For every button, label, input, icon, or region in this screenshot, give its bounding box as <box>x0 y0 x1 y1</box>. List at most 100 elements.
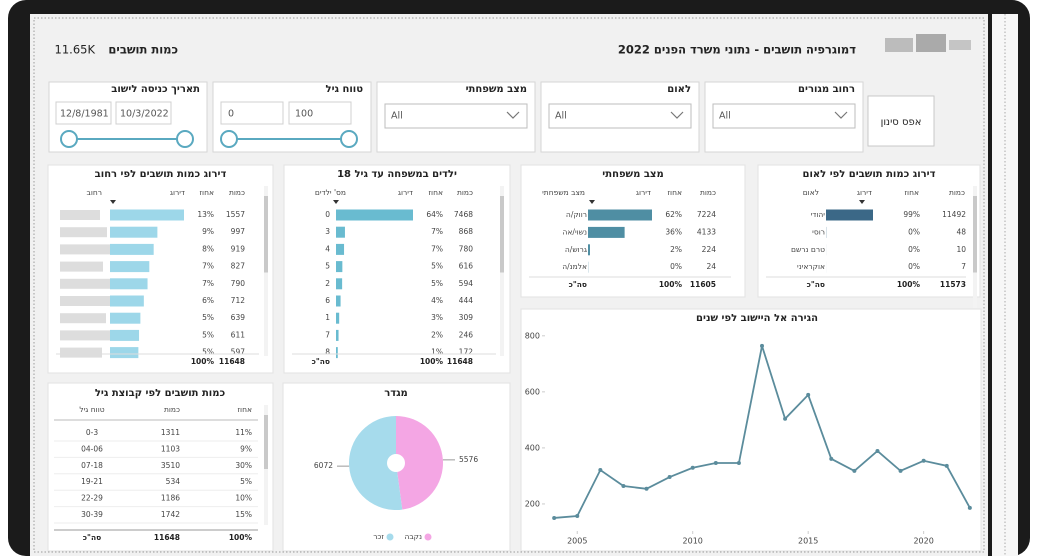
scrollbar-thumb <box>973 196 977 273</box>
row-label: 7 <box>325 330 330 339</box>
row-label: 1 <box>325 313 330 322</box>
row-percent: 1% <box>431 348 443 357</box>
range-max: 100 <box>295 109 313 120</box>
reset-button[interactable]: אפס סינון <box>867 95 935 147</box>
panel-title: דירוג כמות תושבים לפי לאום <box>803 169 936 180</box>
donut-hole <box>387 454 405 472</box>
row-count: 444 <box>459 296 474 305</box>
reset-label[interactable]: אפס סינון <box>881 117 922 128</box>
filter-label: לאום <box>667 84 691 95</box>
row-count: 309 <box>459 313 474 322</box>
row-count: 780 <box>459 244 474 253</box>
range-input[interactable] <box>220 101 284 125</box>
date-to: 10/3/2022 <box>120 109 169 120</box>
row-percent: 5% <box>202 313 214 322</box>
row-percent: 62% <box>665 210 682 219</box>
row-percent: 7% <box>202 262 214 271</box>
dropdown[interactable] <box>712 103 856 129</box>
row-count: 827 <box>231 262 246 271</box>
total-count: 11605 <box>690 280 716 289</box>
total-percent: 100% <box>191 357 215 366</box>
bar <box>336 209 413 221</box>
slice-label: 5576 <box>459 455 478 464</box>
row-percent: 9% <box>202 227 214 236</box>
row-range: 07-18 <box>81 461 103 470</box>
bar <box>336 226 345 238</box>
bar <box>110 295 144 307</box>
row-count: 712 <box>231 296 246 305</box>
column-header: כמות <box>700 188 716 197</box>
y-tick-label: 400 <box>525 443 540 452</box>
line-point <box>852 468 857 473</box>
row-percent: 6% <box>202 296 214 305</box>
total-percent: 100% <box>420 357 444 366</box>
row-label: 2 <box>325 279 330 288</box>
row-count: 7468 <box>454 210 473 219</box>
y-tick-label: 600 <box>525 387 540 396</box>
row-label: נשוי/אה <box>563 227 587 236</box>
dropdown-chevron <box>506 111 520 119</box>
row-percent: 2% <box>431 330 443 339</box>
line-point <box>898 468 903 473</box>
column-header: כמות <box>164 405 180 414</box>
row-percent: 2% <box>670 245 682 254</box>
row-count: 597 <box>231 348 246 357</box>
sort-indicator <box>589 200 595 204</box>
slider-handle[interactable] <box>60 130 78 148</box>
line-point <box>921 458 926 463</box>
line-point <box>806 392 811 397</box>
row-percent: 15% <box>235 510 252 519</box>
row-percent: 13% <box>197 210 214 219</box>
blurred-label <box>60 261 103 272</box>
dropdown[interactable] <box>548 103 692 129</box>
row-percent: 4% <box>431 296 443 305</box>
y-tick-label: 200 <box>525 499 540 508</box>
row-label: גרוש/ה <box>565 245 587 254</box>
line-point <box>875 448 880 453</box>
line-point <box>644 486 649 491</box>
blurred-label <box>60 296 117 306</box>
row-range: 30-39 <box>81 510 103 519</box>
panel-title: ילדים במשפחה עד גיל 18 <box>337 169 457 180</box>
bar <box>110 329 140 341</box>
date-input[interactable] <box>55 101 112 125</box>
row-count: 7224 <box>697 210 716 219</box>
blurred-label <box>60 244 114 255</box>
row-count: 639 <box>231 313 246 322</box>
line-point <box>598 468 603 473</box>
bar <box>336 329 339 341</box>
bar <box>336 312 340 324</box>
legend-swatch <box>386 533 394 541</box>
row-count: 7 <box>961 262 966 271</box>
bar <box>110 312 141 324</box>
dropdown[interactable] <box>384 103 528 129</box>
filter-label: מצב משפחתי <box>466 84 527 95</box>
bar <box>336 243 345 255</box>
row-count: 11492 <box>942 210 966 219</box>
range-input[interactable] <box>288 101 352 125</box>
blurred-label <box>60 347 102 358</box>
row-count: 868 <box>459 227 474 236</box>
row-percent: 8% <box>202 244 214 253</box>
line-point <box>575 513 580 518</box>
x-tick-label: 2010 <box>683 537 703 546</box>
slider-handle[interactable] <box>176 130 194 148</box>
row-count: 3510 <box>161 461 180 470</box>
bar <box>588 244 590 256</box>
column-header: מס' ילדים <box>315 188 346 197</box>
bar <box>110 278 148 290</box>
kpi-label: כמות תושבים <box>108 43 178 57</box>
row-range: 19-21 <box>81 477 103 486</box>
row-percent: 30% <box>235 461 252 470</box>
total-percent: 100% <box>897 280 921 289</box>
bar <box>336 278 343 290</box>
row-count: 1742 <box>161 510 180 519</box>
date-input[interactable] <box>115 101 172 125</box>
blurred-label <box>60 210 100 220</box>
slider-handle[interactable] <box>220 130 238 148</box>
row-range: 04-06 <box>81 444 103 453</box>
panel <box>757 164 981 298</box>
row-count: 10 <box>956 245 966 254</box>
slider-handle[interactable] <box>340 130 358 148</box>
bar <box>336 295 341 307</box>
